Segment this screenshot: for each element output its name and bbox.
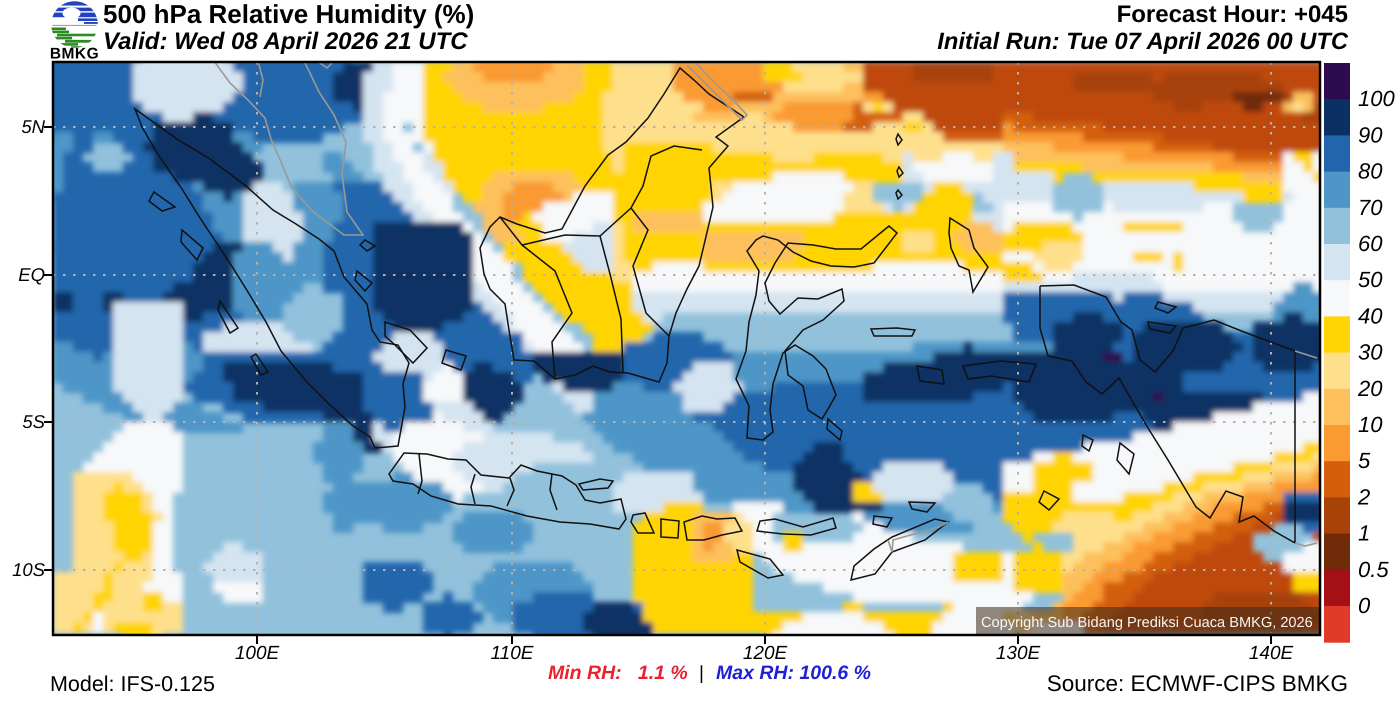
svg-text:120E: 120E	[743, 643, 788, 664]
svg-text:5: 5	[1358, 448, 1371, 473]
svg-text:10: 10	[1358, 412, 1383, 437]
svg-text:Model: IFS-0.125: Model: IFS-0.125	[50, 672, 215, 696]
svg-text:Initial Run: Tue 07 April 2026: Initial Run: Tue 07 April 2026 00 UTC	[937, 29, 1349, 55]
svg-text:20: 20	[1357, 376, 1383, 401]
svg-text:Forecast Hour: +045: Forecast Hour: +045	[1117, 1, 1348, 28]
svg-text:Min RH: 1.1 %: Min RH: 1.1 %	[548, 662, 688, 684]
svg-text:|: |	[699, 663, 704, 684]
svg-text:2: 2	[1357, 484, 1370, 509]
svg-text:40: 40	[1358, 303, 1383, 328]
svg-text:0: 0	[1358, 593, 1371, 618]
svg-text:110E: 110E	[491, 643, 534, 664]
svg-text:0.5: 0.5	[1358, 557, 1389, 582]
svg-text:10S: 10S	[12, 559, 46, 580]
svg-text:BMKG: BMKG	[50, 46, 99, 63]
svg-text:90: 90	[1358, 122, 1383, 147]
svg-text:140E: 140E	[1249, 643, 1294, 664]
svg-text:100: 100	[1358, 86, 1395, 111]
svg-text:Max RH: 100.6 %: Max RH: 100.6 %	[716, 662, 871, 684]
svg-text:5S: 5S	[22, 411, 45, 432]
svg-text:50: 50	[1358, 267, 1383, 292]
svg-text:Copyright Sub Bidang Prediksi: Copyright Sub Bidang Prediksi Cuaca BMKG…	[981, 615, 1313, 631]
svg-text:Valid: Wed 08 April 2026 21 UT: Valid: Wed 08 April 2026 21 UTC	[103, 28, 468, 55]
svg-text:30: 30	[1358, 340, 1383, 365]
svg-text:5N: 5N	[21, 116, 45, 137]
svg-text:1: 1	[1358, 521, 1370, 546]
svg-text:Source: ECMWF-CIPS BMKG: Source: ECMWF-CIPS BMKG	[1047, 671, 1348, 696]
svg-text:100E: 100E	[235, 643, 280, 664]
svg-text:70: 70	[1358, 195, 1383, 220]
svg-text:EQ: EQ	[18, 264, 45, 285]
svg-text:80: 80	[1358, 159, 1383, 184]
svg-text:60: 60	[1358, 231, 1383, 256]
svg-text:500 hPa Relative Humidity (%): 500 hPa Relative Humidity (%)	[103, 0, 474, 29]
svg-text:130E: 130E	[996, 643, 1041, 664]
